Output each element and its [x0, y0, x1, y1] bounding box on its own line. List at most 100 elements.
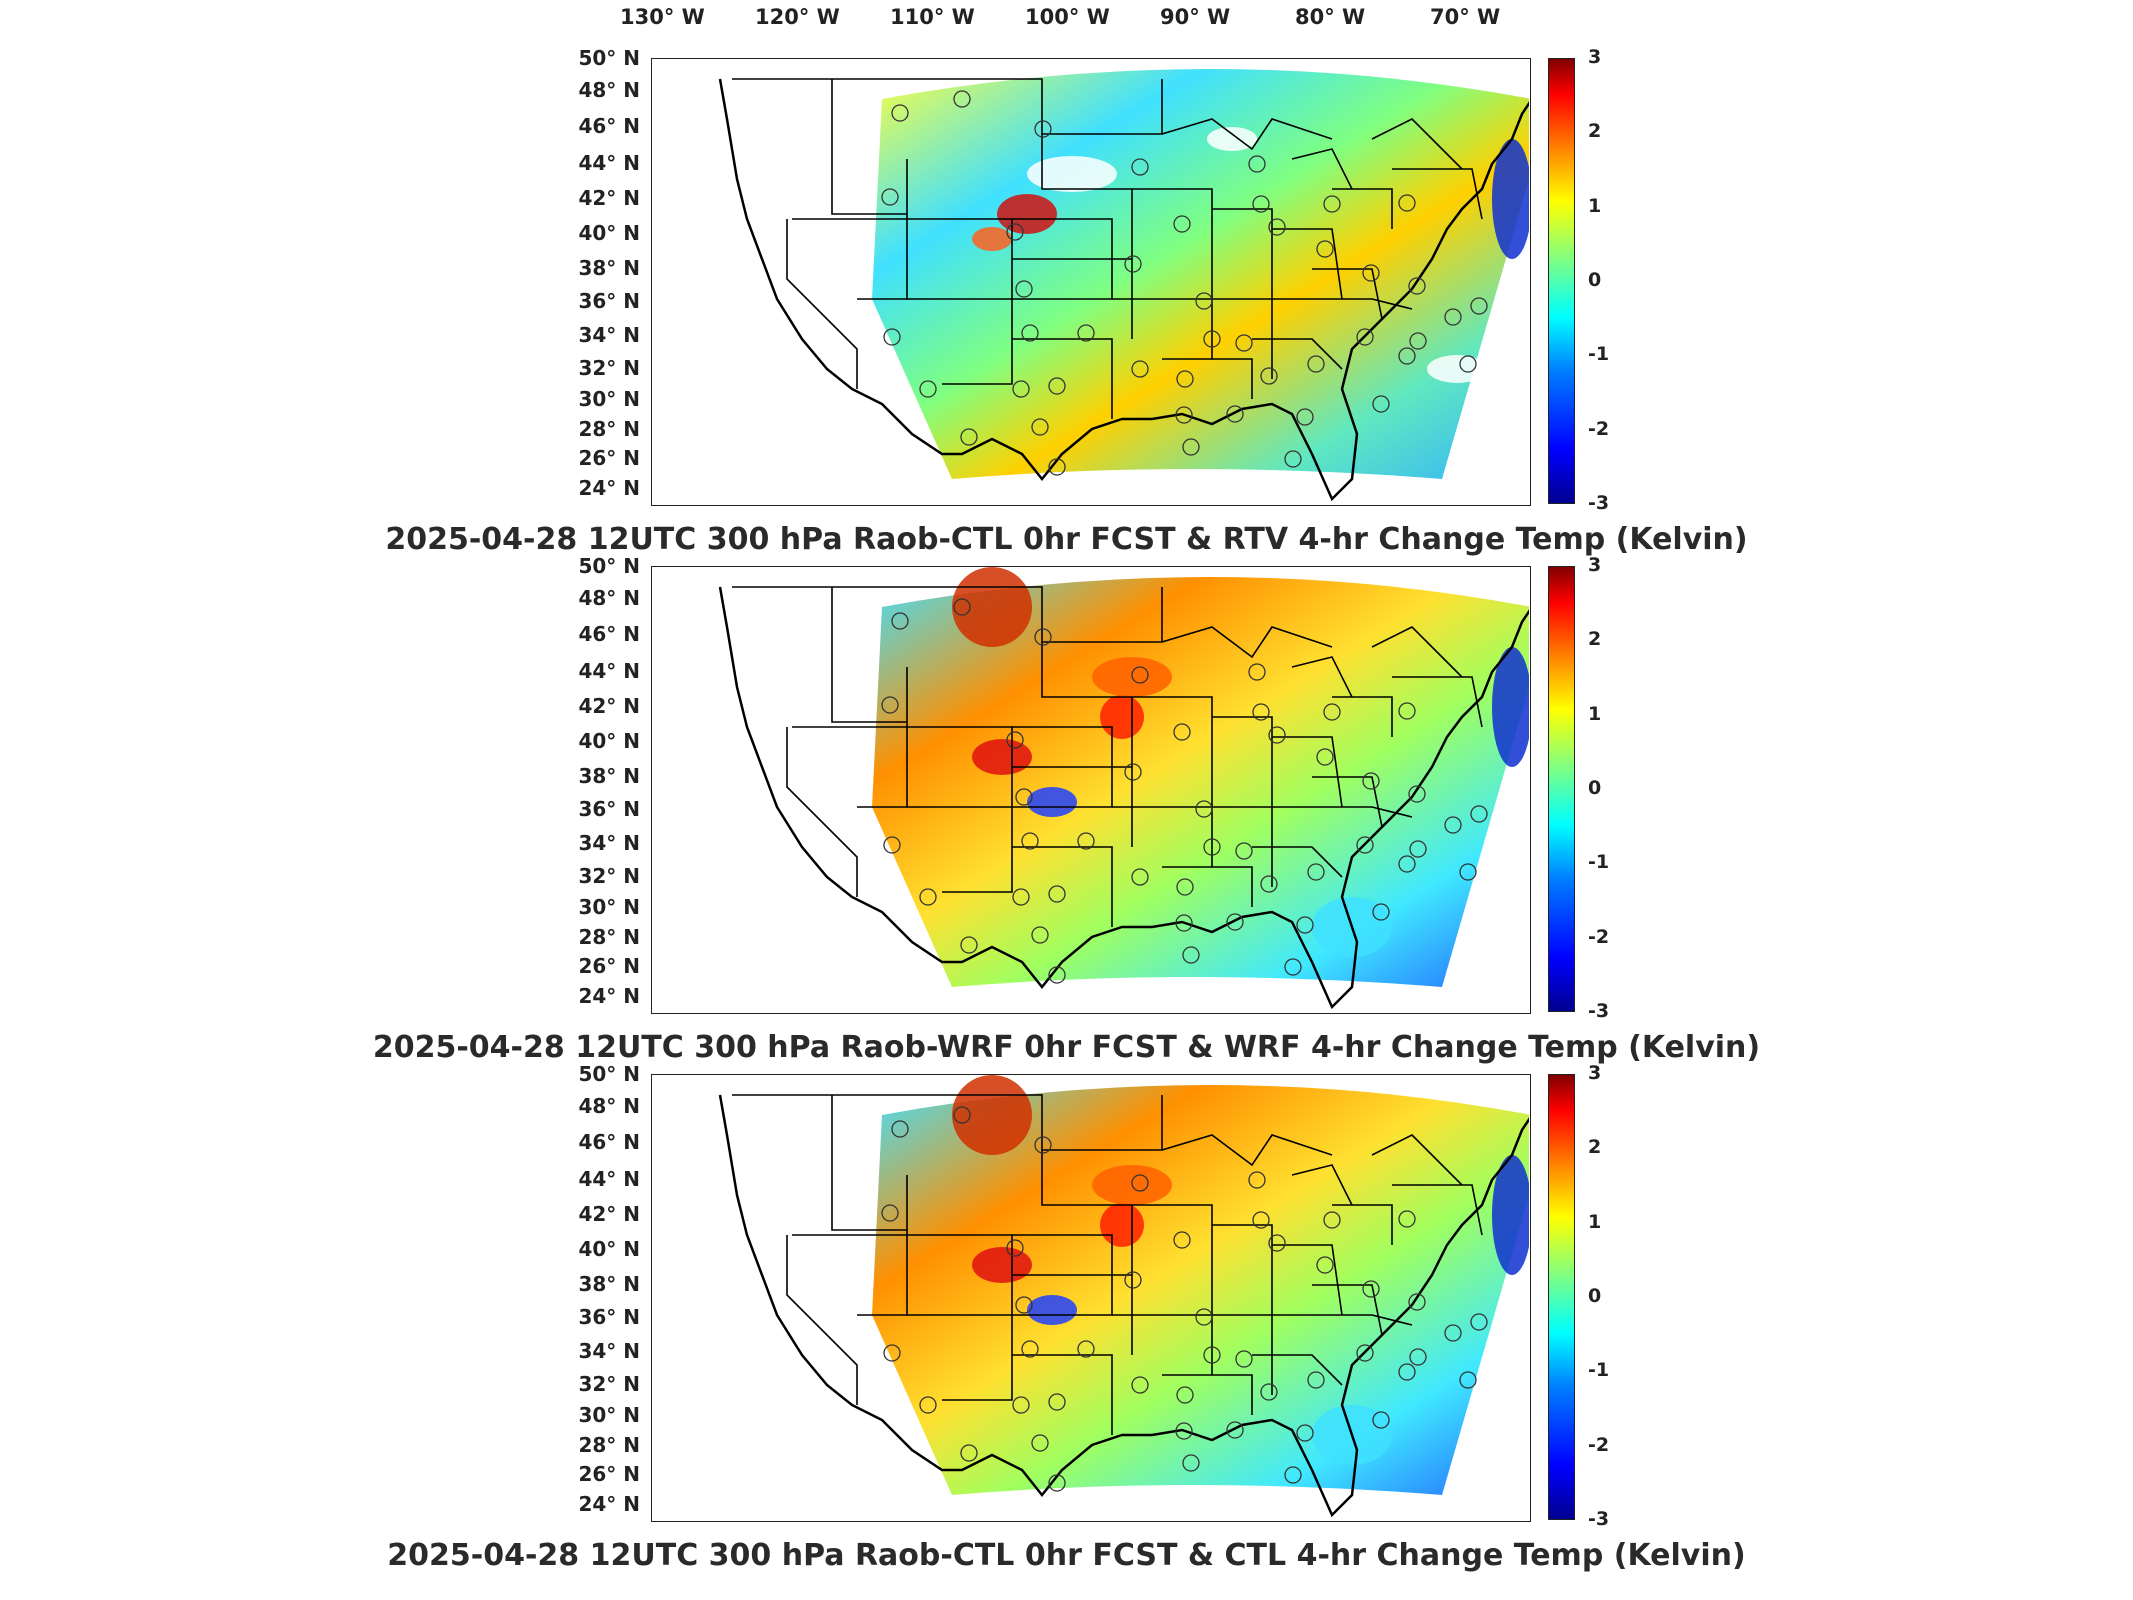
state-border	[1371, 1134, 1463, 1186]
raob-station-marker	[1048, 885, 1066, 903]
raob-station-marker	[1316, 1256, 1334, 1274]
field-anomaly	[1492, 139, 1529, 259]
raob-station-marker	[1031, 926, 1049, 944]
latitude-label: 44° N	[578, 151, 640, 175]
state-border	[831, 1095, 907, 1231]
raob-station-marker	[1182, 946, 1200, 964]
raob-station-marker	[1323, 703, 1341, 721]
raob-station-marker	[1356, 836, 1374, 854]
raob-station-marker	[953, 598, 971, 616]
field-anomaly	[952, 567, 1032, 647]
state-border	[1012, 1354, 1113, 1435]
state-border	[1252, 1354, 1343, 1386]
state-border	[792, 1234, 908, 1316]
raob-station-marker	[1031, 1434, 1049, 1452]
latitude-label: 30° N	[578, 1403, 640, 1427]
raob-station-marker	[1470, 805, 1488, 823]
state-border	[1112, 298, 1213, 360]
raob-station-marker	[1124, 763, 1142, 781]
raob-station-marker	[1307, 1371, 1325, 1389]
state-border	[1291, 656, 1353, 698]
latitude-label: 50° N	[578, 1062, 640, 1086]
colorbar-tick-label: 0	[1588, 1285, 1602, 1307]
raob-station-marker	[1131, 868, 1149, 886]
raob-station-marker	[919, 1396, 937, 1414]
state-border	[831, 587, 907, 723]
state-border	[907, 806, 1013, 893]
longitude-label: 130° W	[620, 5, 705, 29]
raob-station-marker	[1175, 1422, 1193, 1440]
raob-station-marker	[1444, 816, 1462, 834]
state-border	[1272, 736, 1343, 808]
colorbar-tick-label: 0	[1588, 269, 1602, 291]
colorbar-tick-label: 1	[1588, 1211, 1602, 1233]
coastline	[718, 586, 1529, 1010]
raob-station-marker	[1203, 330, 1221, 348]
field-anomaly	[1492, 647, 1529, 767]
raob-station-marker	[1006, 1239, 1024, 1257]
raob-station-marker	[1131, 158, 1149, 176]
raob-station-marker	[1173, 723, 1191, 741]
field-anomaly	[1207, 127, 1257, 151]
raob-station-marker	[1459, 863, 1477, 881]
map-plot	[718, 1075, 1529, 1518]
latitude-label: 28° N	[578, 417, 640, 441]
raob-station-marker	[1398, 1210, 1416, 1228]
panel-title: 2025-04-28 12UTC 300 hPa Raob-WRF 0hr FC…	[372, 1030, 1761, 1065]
colorbar	[1548, 1074, 1575, 1520]
colorbar-tick-label: 2	[1588, 120, 1602, 142]
state-border	[1212, 358, 1253, 399]
latitude-label: 28° N	[578, 925, 640, 949]
state-border	[1132, 696, 1213, 807]
state-border	[1112, 1314, 1213, 1376]
raob-station-marker	[960, 1444, 978, 1462]
latitude-label: 40° N	[578, 221, 640, 245]
raob-station-marker	[1012, 1396, 1030, 1414]
raob-station-marker	[1077, 832, 1095, 850]
colorbar-tick-label: -2	[1588, 926, 1610, 948]
raob-station-marker	[1362, 1280, 1380, 1298]
raob-station-marker	[1077, 324, 1095, 342]
state-border	[1272, 1244, 1343, 1316]
raob-station-marker	[1226, 1421, 1244, 1439]
colorbar-tick-label: 1	[1588, 195, 1602, 217]
raob-station-marker	[1034, 120, 1052, 138]
latitude-label: 46° N	[578, 1130, 640, 1154]
raob-station-marker	[1195, 800, 1213, 818]
raob-station-marker	[1015, 280, 1033, 298]
state-border	[1212, 1224, 1273, 1315]
latitude-label: 30° N	[578, 895, 640, 919]
latitude-label: 40° N	[578, 729, 640, 753]
raob-station-marker	[1012, 380, 1030, 398]
raob-station-marker	[1176, 370, 1194, 388]
raob-station-marker	[1260, 1383, 1278, 1401]
raob-station-marker	[1203, 838, 1221, 856]
raob-station-marker	[1077, 1340, 1095, 1358]
raob-station-marker	[881, 1204, 899, 1222]
raob-station-marker	[1048, 966, 1066, 984]
raob-station-marker	[1260, 367, 1278, 385]
raob-station-marker	[891, 104, 909, 122]
raob-station-marker	[953, 90, 971, 108]
raob-station-marker	[1409, 1348, 1427, 1366]
raob-station-marker	[960, 936, 978, 954]
raob-station-marker	[1260, 875, 1278, 893]
latitude-label: 42° N	[578, 1202, 640, 1226]
raob-station-marker	[1131, 1376, 1149, 1394]
raob-station-marker	[1296, 1424, 1314, 1442]
state-border	[1161, 1134, 1333, 1167]
raob-station-marker	[1356, 1344, 1374, 1362]
raob-station-marker	[1470, 297, 1488, 315]
raob-station-marker	[1195, 1308, 1213, 1326]
field-anomaly	[1100, 695, 1144, 739]
raob-station-marker	[1409, 840, 1427, 858]
raob-station-marker	[1356, 328, 1374, 346]
raob-station-marker	[1131, 1174, 1149, 1192]
state-border	[1312, 776, 1383, 828]
state-border	[1212, 1374, 1253, 1415]
raob-station-marker	[1408, 785, 1426, 803]
state-border	[792, 218, 908, 300]
longitude-label: 80° W	[1295, 5, 1366, 29]
raob-station-marker	[1316, 240, 1334, 258]
